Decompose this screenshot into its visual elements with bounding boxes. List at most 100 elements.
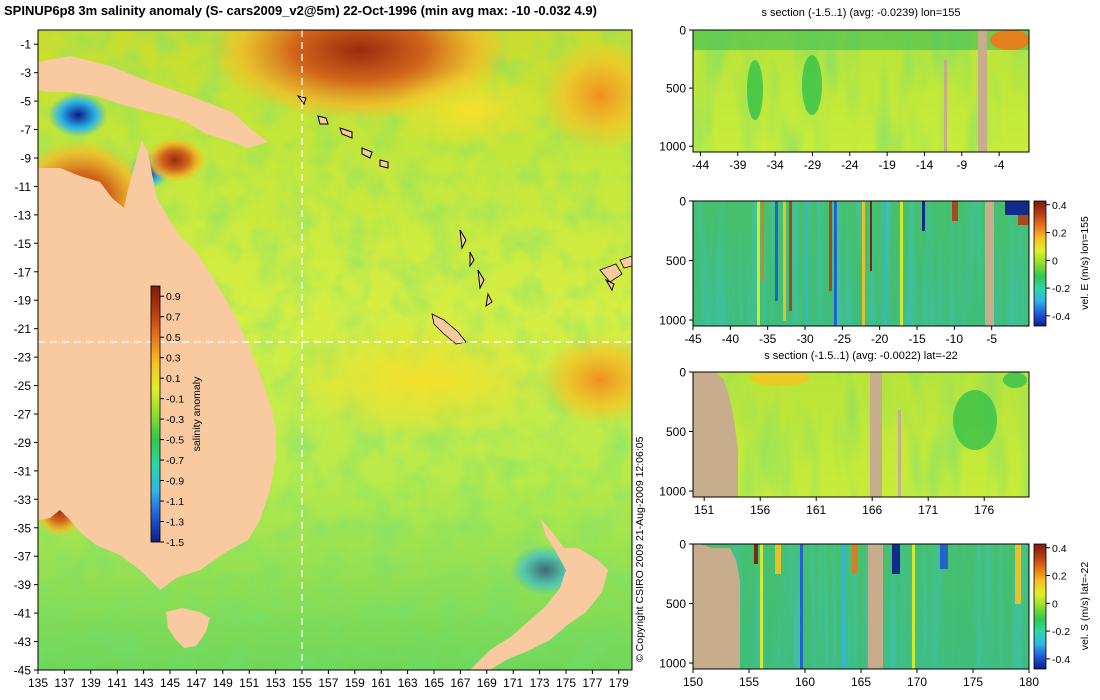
s-section-lat-panel: s section (-1.5..1) (avg: -0.0022) lat=-… (659, 350, 1030, 517)
x-tick-label: 150 (683, 675, 703, 689)
vel-s-section-lat-mask (693, 544, 740, 669)
y-tick-label: 500 (666, 254, 686, 268)
x-tick-label: 137 (54, 676, 74, 690)
y-tick-label: -27 (14, 408, 32, 422)
x-tick-label: 157 (318, 676, 338, 690)
s-section-lon-panel: s section (-1.5..1) (avg: -0.0239) lon=1… (659, 7, 1030, 172)
y-tick-label: 1000 (659, 657, 686, 671)
colorbar-tick-label: 0.9 (166, 291, 181, 303)
x-tick-label: -14 (916, 158, 934, 172)
x-tick-label: -39 (729, 158, 747, 172)
land-new-guinea (38, 56, 268, 148)
x-tick-label: -15 (908, 332, 926, 346)
s-section-lat-frame (692, 371, 1030, 498)
y-tick-label: -39 (14, 578, 32, 592)
y-tick-label: 500 (666, 82, 686, 96)
vel-s-section-lat-x-axis: 150 155 160 165 170 175 180 (683, 669, 1039, 689)
s-section-lon-y-axis: 0 500 1000 (659, 24, 693, 154)
y-tick-label: -37 (14, 550, 32, 564)
y-tick-label: -13 (14, 208, 32, 222)
x-tick-label: 166 (862, 503, 882, 517)
colorbar-tick-label: 0.5 (166, 332, 181, 344)
x-tick-label: 180 (1019, 675, 1039, 689)
y-tick-label: -3 (20, 66, 31, 80)
s-section-lon-field (693, 30, 1029, 152)
map-x-axis: 135 137 139 141 143 145 147 149 151 153 155 157 159 1… (28, 670, 629, 690)
x-tick-label: 160 (795, 675, 815, 689)
copyright-text: © Copyright CSIRO 2009 21-Aug-2009 12:06… (634, 436, 646, 662)
x-tick-label: 151 (239, 676, 259, 690)
x-tick-label: 176 (974, 503, 994, 517)
colorbar-tick-label: 0 (1052, 255, 1058, 267)
colorbar-tick-label: -0.5 (166, 435, 184, 447)
x-tick-label: 139 (81, 676, 101, 690)
x-tick-label: -25 (834, 332, 852, 346)
x-tick-label: -35 (759, 332, 777, 346)
colorbar-tick-label: -0.1 (166, 394, 184, 406)
vel-e-colorbar-label: vel. E (m/s) lon=155 (1079, 216, 1091, 310)
y-tick-label: -17 (14, 265, 32, 279)
x-tick-label: -10 (946, 332, 964, 346)
x-tick-label: -19 (878, 158, 896, 172)
y-tick-label: -31 (14, 464, 32, 478)
colorbar-tick-label: 0.4 (1052, 543, 1067, 555)
vel-s-section-lat-y-axis: 0 500 1000 (659, 538, 693, 671)
x-tick-label: -34 (766, 158, 784, 172)
colorbar-tick-label: 0.2 (1052, 571, 1067, 583)
y-tick-label: 0 (679, 538, 686, 552)
salinity-map-field (38, 30, 632, 670)
y-tick-label: -29 (14, 436, 32, 450)
colorbar-tick-label: 0.3 (166, 353, 181, 365)
colorbar-tick-label: 0.2 (1052, 228, 1067, 240)
colorbar-tick-label: -1.5 (166, 537, 184, 549)
x-tick-label: 156 (750, 503, 770, 517)
x-tick-label: 135 (28, 676, 48, 690)
y-tick-label: -41 (14, 607, 32, 621)
y-tick-label: -11 (15, 180, 32, 194)
s-section-lon-title: s section (-1.5..1) (avg: -0.0239) lon=1… (761, 7, 960, 19)
s-section-lat-x-axis: 151 156 161 166 171 176 (694, 497, 995, 517)
map-colorbar: 0.9 0.7 0.5 0.3 0.1 -0.1 -0.3 -0.5 -0.7 -0.9 -1.1 -… (150, 285, 203, 549)
colorbar-tick-label: -0.4 (1052, 311, 1070, 323)
colorbar-tick-label: -1.3 (166, 517, 184, 529)
y-tick-label: -7 (20, 123, 31, 137)
x-tick-label: -20 (871, 332, 889, 346)
x-tick-label: 171 (503, 676, 523, 690)
x-tick-label: -24 (841, 158, 859, 172)
x-tick-label: 165 (424, 676, 444, 690)
s-section-lat-title: s section (-1.5..1) (avg: -0.0022) lat=-… (764, 350, 958, 362)
x-tick-label: 167 (450, 676, 470, 690)
y-tick-label: 0 (679, 24, 686, 38)
x-tick-label: 175 (556, 676, 576, 690)
s-section-lat-y-axis: 0 500 1000 (659, 366, 693, 499)
s-section-lon-mask (978, 30, 987, 152)
x-tick-label: -29 (804, 158, 822, 172)
colorbar-tick-label: -0.4 (1052, 654, 1070, 666)
x-tick-label: -30 (796, 332, 814, 346)
x-tick-label: 155 (292, 676, 312, 690)
y-tick-label: -35 (14, 521, 32, 535)
x-tick-label: 145 (160, 676, 180, 690)
y-tick-label: -9 (20, 152, 31, 166)
x-tick-label: 170 (907, 675, 927, 689)
x-tick-label: 153 (266, 676, 286, 690)
vel-s-section-lat-panel: 150 155 160 165 170 175 180 0 500 1000 0.4 0.2 0 -0… (659, 538, 1091, 690)
x-tick-label: 171 (918, 503, 938, 517)
map-colorbar-ticks: 0.9 0.7 0.5 0.3 0.1 -0.1 -0.3 -0.5 -0.7 -0.9 -1.1 -… (160, 291, 184, 549)
x-tick-label: 163 (398, 676, 418, 690)
x-tick-label: 143 (134, 676, 154, 690)
y-tick-label: -19 (14, 294, 32, 308)
colorbar-tick-label: 0.1 (166, 373, 181, 385)
y-tick-label: 500 (666, 425, 686, 439)
vel-e-colorbar-ticks: 0.4 0.2 0 -0.2 -0.4 (1046, 200, 1070, 323)
x-tick-label: 165 (851, 675, 871, 689)
y-tick-label: -45 (14, 664, 32, 678)
y-tick-label: 1000 (659, 140, 686, 154)
x-tick-label: -9 (956, 158, 967, 172)
vel-e-section-lon-frame (692, 200, 1030, 327)
map-y-axis: -1 -3 -5 -7 -9 -11 -13 -15 -17 -19 -21 -23 -25 -27 -29… (14, 38, 38, 678)
y-tick-label: -23 (14, 351, 32, 365)
colorbar-tick-label: -0.9 (166, 476, 184, 488)
s-section-lat-mask (693, 372, 738, 497)
